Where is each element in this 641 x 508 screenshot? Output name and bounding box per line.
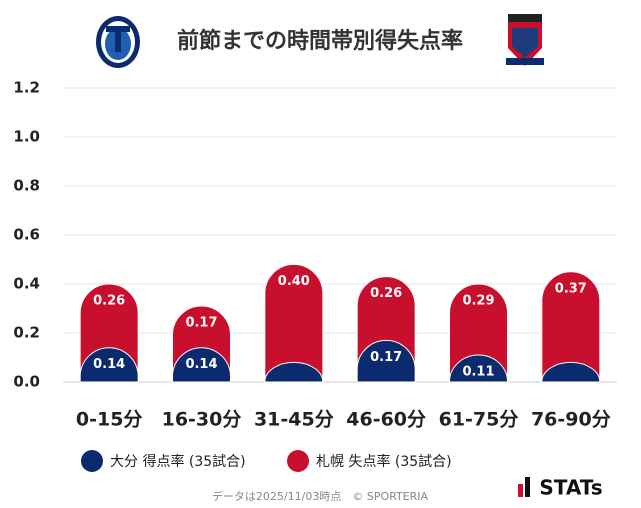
legend-marker — [81, 450, 103, 472]
y-tick-label: 1.0 — [13, 128, 40, 146]
data-label: 0.17 — [185, 316, 217, 331]
x-tick-label: 0-15分 — [76, 409, 143, 431]
data-label: 0.14 — [185, 357, 217, 372]
y-tick-label: 1.2 — [13, 79, 40, 97]
brand-mark — [518, 477, 530, 497]
y-tick-label: 0.8 — [13, 177, 40, 195]
x-tick-label: 16-30分 — [162, 409, 242, 431]
y-tick-label: 0.0 — [13, 373, 40, 391]
x-tick-label: 61-75分 — [439, 409, 519, 431]
data-label: 0.11 — [462, 365, 494, 380]
bar-segment — [541, 361, 601, 383]
bar-segment — [356, 339, 416, 383]
bar-segment — [264, 361, 324, 383]
legend-label: 大分 得点率 (35試合) — [110, 453, 246, 470]
data-label: 0.14 — [93, 357, 125, 372]
data-label: 0.29 — [462, 294, 494, 309]
data-label: 0.26 — [93, 294, 125, 309]
data-label: 0.40 — [278, 274, 310, 289]
home-logo — [96, 16, 140, 68]
footer: データは2025/11/03時点 © SPORTERIA — [212, 489, 429, 503]
bar-segment — [541, 271, 601, 383]
x-tick-label: 46-60分 — [346, 409, 426, 431]
brand: STATs — [539, 476, 602, 500]
chart-title: 前節までの時間帯別得失点率 — [177, 28, 463, 54]
x-tick-label: 76-90分 — [531, 409, 611, 431]
data-label: 0.17 — [370, 350, 402, 365]
bar-segment — [172, 347, 231, 383]
legend-marker — [287, 450, 309, 472]
bar-segment — [264, 263, 324, 383]
bar-segment — [448, 354, 509, 383]
legend-label: 札幌 失点率 (35試合) — [316, 453, 452, 470]
bar-segment — [79, 347, 139, 383]
y-tick-label: 0.4 — [13, 275, 40, 293]
x-tick-label: 31-45分 — [254, 409, 334, 431]
data-label: 0.37 — [555, 281, 587, 296]
away-logo — [506, 14, 544, 66]
y-tick-label: 0.2 — [13, 324, 40, 342]
y-tick-label: 0.6 — [13, 226, 40, 244]
data-label: 0.26 — [370, 286, 402, 301]
bar-segment — [449, 283, 508, 383]
